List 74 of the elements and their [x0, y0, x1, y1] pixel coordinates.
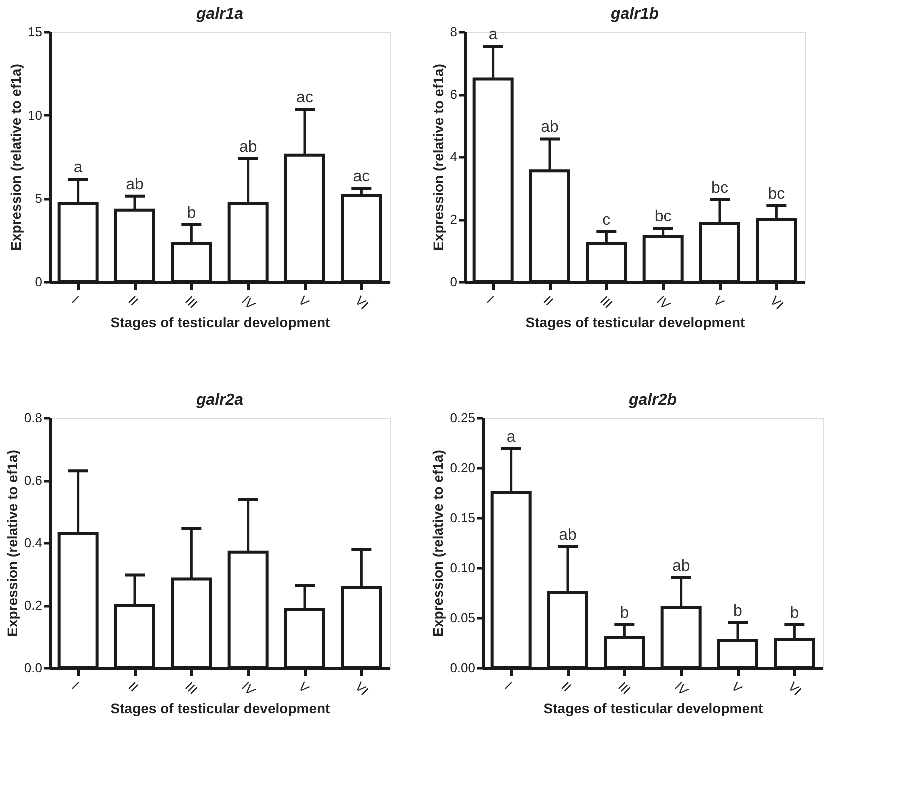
annotation: b — [734, 603, 743, 620]
x-axis-title: Stages of testicular development — [544, 700, 764, 716]
y-tick-label: 0.05 — [450, 610, 476, 626]
y-tick-label: 0.20 — [450, 460, 476, 476]
x-tick-label: II — [126, 293, 142, 309]
y-tick-label: 0.8 — [24, 410, 42, 426]
annotation: a — [506, 429, 516, 446]
x-tick-label: V — [728, 679, 746, 696]
x-tick-label: V — [296, 679, 313, 696]
annotation: a — [74, 160, 83, 176]
y-tick-label: 4 — [450, 150, 458, 164]
y-axis-title: Expression (relative to ef1a) — [430, 450, 446, 637]
y-tick-label: 6 — [450, 87, 458, 102]
y-tick-label: 8 — [450, 24, 458, 40]
x-tick-label: I — [484, 293, 498, 306]
x-tick-label: VI — [785, 679, 805, 698]
x-tick-label: V — [710, 293, 728, 310]
chart-title: galr2a — [195, 392, 244, 409]
x-tick-label: I — [69, 679, 82, 692]
x-tick-label: III — [615, 679, 634, 698]
y-tick-label: 0.00 — [450, 660, 476, 676]
x-tick-label: II — [558, 679, 575, 695]
x-tick-label: II — [126, 679, 142, 695]
annotation: b — [790, 605, 800, 622]
chart-title: galr1b — [610, 6, 660, 23]
annotation: ab — [126, 176, 144, 194]
x-tick-label: III — [182, 293, 201, 312]
y-tick-label: 10 — [28, 108, 42, 123]
x-tick-label: VI — [352, 679, 372, 698]
x-tick-label: IV — [654, 293, 674, 313]
y-tick-label: 0.10 — [450, 560, 476, 576]
y-axis-title: Expression (relative to ef1a) — [8, 64, 24, 251]
x-tick-label: IV — [239, 679, 259, 699]
y-tick-label: 2 — [450, 212, 458, 227]
x-tick-label: II — [540, 293, 557, 309]
y-tick-label: 0.4 — [24, 536, 42, 550]
annotation: ab — [239, 139, 258, 156]
y-tick-label: 0.6 — [24, 473, 42, 488]
annotation: b — [187, 205, 196, 222]
annotation: a — [488, 26, 498, 44]
y-tick-label: 0 — [450, 274, 458, 290]
y-tick-label: 0.2 — [24, 598, 42, 613]
chart-title: galr2b — [628, 392, 678, 409]
x-tick-label: IV — [239, 293, 259, 313]
chart-title: galr1a — [195, 6, 244, 23]
y-tick-label: 0.0 — [24, 660, 42, 676]
x-tick-label: III — [597, 293, 616, 312]
y-axis-title: Expression (relative to ef1a) — [4, 450, 20, 637]
y-tick-label: 5 — [35, 191, 42, 206]
annotation: bc — [654, 208, 672, 226]
annotation: ac — [296, 90, 314, 107]
x-tick-label: VI — [352, 293, 372, 312]
annotation: ab — [541, 119, 559, 136]
y-axis-title: Expression (relative to ef1a) — [430, 64, 446, 251]
annotation: c — [602, 212, 611, 229]
x-axis-title: Stages of testicular development — [110, 700, 331, 716]
y-tick-label: 15 — [28, 24, 42, 40]
annotation: ab — [672, 558, 690, 575]
annotation: bc — [712, 180, 728, 197]
y-tick-label: 0.15 — [450, 510, 476, 526]
annotation: ab — [559, 527, 577, 544]
y-tick-label: 0 — [35, 274, 42, 290]
annotation: bc — [768, 186, 786, 203]
annotation: ac — [353, 168, 370, 186]
x-axis-title: Stages of testicular development — [526, 314, 746, 330]
x-tick-label: IV — [672, 679, 692, 699]
y-tick-label: 0.25 — [450, 410, 476, 426]
annotation: b — [620, 605, 630, 622]
x-tick-label: I — [69, 293, 82, 306]
x-tick-label: I — [502, 679, 516, 692]
x-axis-title: Stages of testicular development — [110, 314, 331, 330]
x-tick-label: VI — [767, 293, 787, 312]
x-tick-label: III — [182, 679, 201, 698]
x-tick-label: V — [296, 293, 313, 310]
